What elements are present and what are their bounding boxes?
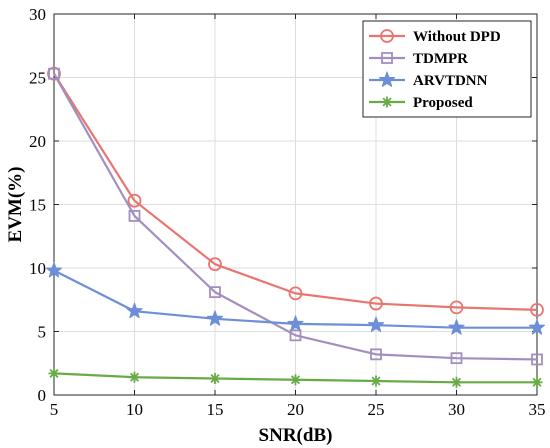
data-point bbox=[47, 66, 61, 81]
y-tick-label: 25 bbox=[29, 69, 46, 88]
x-tick-label: 20 bbox=[287, 400, 304, 419]
data-point bbox=[451, 376, 462, 388]
series-2 bbox=[48, 67, 543, 366]
data-point bbox=[531, 376, 543, 388]
legend-label: Without DPD bbox=[413, 29, 501, 45]
data-point bbox=[129, 371, 140, 383]
x-tick-label: 5 bbox=[50, 400, 59, 419]
data-point bbox=[209, 286, 221, 299]
data-point bbox=[528, 319, 546, 335]
series-line bbox=[53, 73, 538, 312]
data-point bbox=[367, 316, 385, 333]
legend-entry: TDMPR bbox=[369, 51, 468, 67]
data-point bbox=[48, 67, 60, 80]
legend-entry: Without DPD bbox=[369, 29, 501, 45]
data-point bbox=[127, 193, 142, 208]
data-point bbox=[289, 329, 302, 342]
data-point bbox=[48, 367, 60, 379]
x-tick-label: 25 bbox=[368, 400, 385, 419]
series-1 bbox=[47, 66, 544, 317]
y-tick-label: 0 bbox=[38, 386, 47, 405]
series-3 bbox=[45, 262, 546, 335]
legend-marker bbox=[381, 96, 393, 108]
y-axis-label: EVM(%) bbox=[5, 167, 26, 243]
series-4 bbox=[48, 367, 543, 388]
legend-label: TDMPR bbox=[413, 51, 468, 67]
legend-entry: Proposed bbox=[369, 95, 473, 111]
data-point bbox=[288, 286, 303, 301]
y-tick-label: 5 bbox=[38, 323, 47, 342]
data-point bbox=[128, 210, 141, 222]
legend: Without DPD TDMPR ARVTDNN Proposed bbox=[362, 20, 532, 118]
x-axis-label: SNR(dB) bbox=[259, 425, 333, 446]
data-point bbox=[290, 374, 301, 386]
data-point bbox=[449, 300, 464, 315]
data-point bbox=[208, 257, 222, 272]
data-point bbox=[209, 372, 221, 384]
series-line bbox=[53, 73, 538, 361]
data-point bbox=[530, 303, 544, 317]
series-layer bbox=[45, 66, 546, 388]
x-tick-label: 10 bbox=[126, 400, 143, 419]
data-point bbox=[531, 353, 543, 366]
x-tick-label: 30 bbox=[448, 400, 465, 419]
legend-marker bbox=[381, 52, 393, 64]
data-point bbox=[126, 302, 143, 319]
legend-label: ARVTDNN bbox=[413, 73, 488, 89]
data-point bbox=[287, 315, 304, 331]
data-point bbox=[45, 262, 63, 278]
data-point bbox=[450, 352, 463, 365]
data-point bbox=[448, 319, 465, 335]
data-point bbox=[370, 375, 382, 387]
legend-marker bbox=[380, 29, 394, 43]
legend-label: Proposed bbox=[413, 95, 473, 111]
data-point bbox=[206, 310, 224, 326]
y-tick-label: 30 bbox=[29, 5, 46, 24]
data-point bbox=[369, 296, 383, 311]
x-tick-label: 15 bbox=[207, 400, 224, 419]
data-point bbox=[370, 348, 382, 361]
y-tick-label: 10 bbox=[29, 259, 46, 278]
y-tick-label: 20 bbox=[29, 132, 46, 151]
legend-marker bbox=[378, 71, 396, 87]
legend-entry: ARVTDNN bbox=[369, 71, 488, 89]
y-tick-label: 15 bbox=[29, 196, 46, 215]
x-tick-label: 35 bbox=[529, 400, 546, 419]
